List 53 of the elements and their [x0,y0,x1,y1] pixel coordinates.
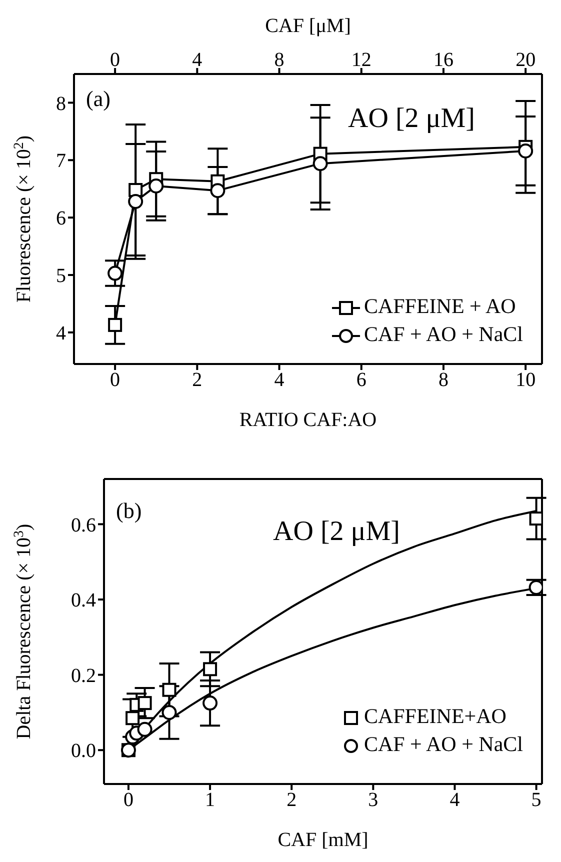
y-tick-label: 0.2 [71,664,96,687]
x-axis-title: RATIO CAF:AO [239,409,377,431]
x-tick-label: 3 [368,789,378,812]
point [210,183,226,198]
annotation: (b) [116,498,142,524]
point [312,156,328,172]
y-tick-label: 0.0 [71,740,96,762]
annotation: AO [2 μM] [273,516,400,548]
y-tick-label: 0.4 [71,590,96,612]
x-tick-label: 0 [123,789,134,812]
x-tick-label: 2 [286,789,297,812]
point [137,722,152,737]
y-tick-label: 5 [56,265,66,288]
point [108,318,122,332]
point [138,696,152,710]
x-tick-label: 0 [110,369,120,392]
x2-axis-title: CAF [μM] [265,15,351,38]
x2-tick-label: 0 [110,49,120,71]
y-tick-label: 0.6 [71,514,96,536]
x2-tick-label: 20 [516,49,536,71]
x-tick-label: 8 [438,369,448,392]
y-tick-label: 7 [56,150,66,172]
point [203,662,218,676]
point [148,178,164,194]
x-tick-label: 4 [274,369,284,392]
point [162,682,176,697]
point [128,194,144,209]
annotation: (a) [86,86,110,112]
x-tick-label: 5 [531,789,542,812]
point [518,143,534,158]
legend-label: CAF + AO + NaCl [364,322,523,346]
point [126,711,140,726]
point [108,266,123,281]
x2-tick-label: 12 [351,49,372,71]
annotation: AO [2 μM] [348,103,475,135]
x-tick-label: 4 [450,789,460,812]
x-tick-label: 6 [356,369,366,392]
y-tick-label: 8 [56,92,66,115]
x2-tick-label: 8 [274,49,284,71]
point [529,512,542,526]
x2-tick-label: 4 [192,49,202,71]
point [202,696,218,711]
y-tick-label: 6 [56,208,66,230]
legend-label: CAFFEINE+AO [364,704,506,728]
legend-label: CAF + AO + NaCl [364,732,523,756]
x2-tick-label: 16 [433,49,454,71]
y-tick-label: 4 [56,322,66,345]
x-axis-title: CAF [mM] [278,829,368,851]
x-tick-label: 10 [516,369,536,392]
point [162,704,177,720]
x-tick-label: 1 [205,789,216,812]
legend-label: CAFFEINE + AO [364,294,516,318]
x-tick-label: 2 [192,369,202,392]
